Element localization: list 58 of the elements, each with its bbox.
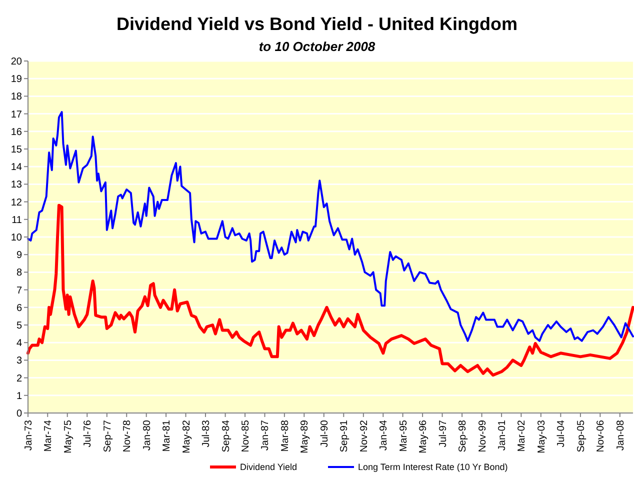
y-tick-label: 16	[10, 126, 22, 138]
y-tick-label: 13	[10, 180, 22, 191]
y-tick-label: 0	[16, 408, 22, 420]
x-tick-label: Sep-98	[458, 420, 469, 452]
x-tick-label: Jan-08	[615, 420, 626, 451]
x-tick-label: Jan-01	[497, 420, 508, 451]
legend-label: Long Term Interest Rate (10 Yr Bond)	[358, 462, 508, 472]
y-tick-label: 11	[12, 214, 22, 226]
x-tick-label: Jul-83	[200, 420, 212, 448]
line-series	[26, 204, 634, 377]
y-tick-label: 19	[10, 74, 22, 86]
x-tick-label: Jan-94	[378, 420, 390, 451]
x-tick-label: Sep-91	[339, 420, 350, 452]
legend-label: Dividend Yield	[240, 462, 298, 472]
x-tick-label: Jan-87	[260, 420, 272, 451]
chart-subtitle: to 10 October 2008	[258, 39, 376, 54]
x-tick-label: Nov-85	[240, 420, 252, 452]
y-tick-label: 6	[16, 302, 22, 314]
y-tick-label: 4	[16, 338, 22, 350]
x-tick-label: Sep-84	[220, 420, 232, 452]
y-tick-label: 14	[10, 162, 22, 174]
x-tick-label: May-96	[418, 420, 430, 454]
y-tick-label: 20	[10, 56, 22, 68]
y-tick-label: 15	[10, 144, 22, 156]
y-tick-label: 2	[16, 373, 22, 384]
y-tick-label: 17	[10, 109, 22, 120]
x-tick-label: Mar-88	[280, 420, 291, 452]
x-tick-label: Mar-02	[516, 420, 528, 452]
y-tick-label: 8	[16, 268, 22, 279]
x-tick-label: Jul-76	[82, 420, 94, 448]
x-tick-label: Jul-04	[556, 420, 568, 448]
x-tick-label: Mar-74	[43, 420, 54, 452]
x-tick-label: Jul-90	[319, 420, 330, 448]
x-tick-label: Mar-81	[162, 420, 173, 452]
x-tick-label: Nov-92	[358, 420, 370, 452]
chart-title: Dividend Yield vs Bond Yield - United Kingdom	[116, 14, 518, 34]
y-tick-label: 10	[10, 232, 22, 244]
x-tick-label: Jul-97	[438, 420, 449, 448]
y-tick-label: 1	[16, 390, 22, 402]
x-tick-label: Jan-73	[24, 420, 34, 451]
x-tick-label: Jan-80	[142, 420, 153, 451]
x-tick-label: Nov-99	[477, 420, 488, 452]
y-tick-label: 5	[16, 320, 22, 332]
x-tick-label: May-82	[181, 420, 192, 454]
line-series	[27, 111, 634, 342]
x-tick-label: Sep-05	[576, 420, 587, 452]
y-tick-label: 7	[16, 285, 22, 296]
y-tick-label: 12	[10, 197, 22, 208]
x-tick-label: Sep-77	[102, 420, 114, 452]
y-tick-label: 9	[16, 250, 22, 262]
x-tick-label: May-03	[536, 420, 548, 454]
x-tick-label: Mar-95	[398, 420, 410, 452]
y-tick-label: 3	[16, 356, 22, 367]
x-tick-label: Nov-06	[596, 420, 607, 452]
y-tick-label: 18	[10, 92, 22, 103]
x-tick-label: May-75	[62, 420, 74, 454]
x-tick-label: May-89	[300, 420, 311, 454]
x-tick-label: Nov-78	[122, 420, 134, 452]
